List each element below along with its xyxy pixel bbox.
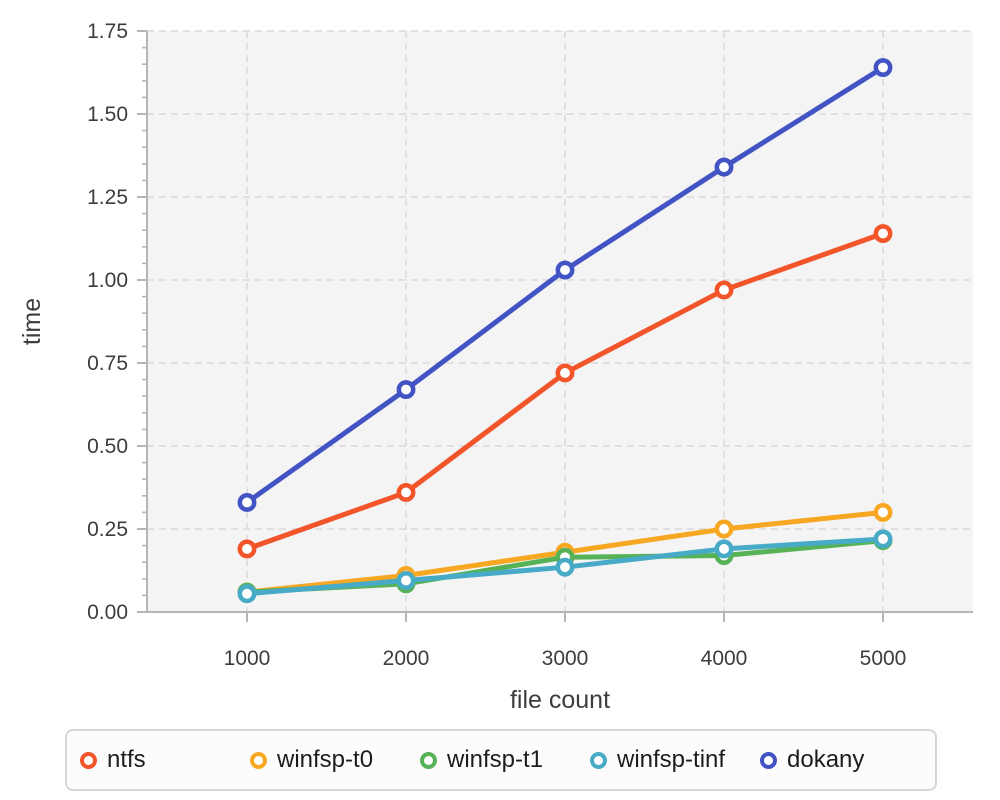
y-tick-label: 1.25 xyxy=(87,186,128,209)
marker-winfsp-tinf-3000 xyxy=(555,557,575,577)
chart-legend: ntfs winfsp-t0 winfsp-t1 winfsp-tinf dokany xyxy=(65,729,937,791)
legend-item-winfsp-t1: winfsp-t1 xyxy=(420,746,590,774)
legend-label: ntfs xyxy=(107,746,146,773)
marker-ntfs-3000 xyxy=(555,363,575,383)
marker-ntfs-4000 xyxy=(714,280,734,300)
y-axis-title: time xyxy=(18,298,46,345)
legend-marker-icon xyxy=(590,751,607,769)
y-tick-label: 0.50 xyxy=(87,435,128,458)
legend-label: dokany xyxy=(787,746,865,773)
legend-marker-icon xyxy=(250,751,267,769)
y-tick-label: 1.75 xyxy=(87,20,128,43)
marker-winfsp-tinf-2000 xyxy=(396,571,416,590)
marker-ntfs-1000 xyxy=(237,539,257,559)
legend-item-winfsp-tinf: winfsp-tinf xyxy=(590,746,760,774)
x-tick-label: 1000 xyxy=(224,647,271,670)
legend-marker-icon xyxy=(420,751,437,769)
y-tick-label: 1.00 xyxy=(87,269,128,292)
legend-label: winfsp-t0 xyxy=(277,746,374,773)
legend-item-ntfs: ntfs xyxy=(80,746,250,774)
x-tick-label: 5000 xyxy=(860,647,907,670)
marker-winfsp-tinf-4000 xyxy=(714,539,734,559)
marker-dokany-3000 xyxy=(555,260,575,280)
marker-ntfs-2000 xyxy=(396,483,416,502)
x-tick-label: 3000 xyxy=(542,647,589,670)
x-axis-title: file count xyxy=(510,686,610,714)
marker-dokany-1000 xyxy=(237,492,257,512)
x-tick-label: 4000 xyxy=(701,647,748,670)
marker-winfsp-tinf-5000 xyxy=(873,529,893,549)
marker-dokany-5000 xyxy=(873,58,893,77)
legend-marker-icon xyxy=(760,751,777,769)
marker-dokany-2000 xyxy=(396,380,416,400)
marker-winfsp-t0-4000 xyxy=(714,519,734,539)
marker-dokany-4000 xyxy=(714,157,734,177)
legend-label: winfsp-t1 xyxy=(447,746,544,773)
marker-winfsp-tinf-1000 xyxy=(237,584,257,604)
y-tick-label: 0.75 xyxy=(87,352,128,375)
legend-item-winfsp-t0: winfsp-t0 xyxy=(250,746,420,774)
x-tick-label: 2000 xyxy=(383,647,430,670)
marker-winfsp-t0-5000 xyxy=(873,502,893,522)
y-tick-label: 0.25 xyxy=(87,518,128,541)
legend-label: winfsp-tinf xyxy=(617,746,726,773)
plot-area xyxy=(147,31,973,612)
legend-marker-icon xyxy=(80,751,97,769)
legend-item-dokany: dokany xyxy=(760,746,864,774)
marker-ntfs-5000 xyxy=(873,224,893,243)
y-tick-label: 1.50 xyxy=(87,103,128,126)
y-tick-label: 0.00 xyxy=(87,601,128,624)
